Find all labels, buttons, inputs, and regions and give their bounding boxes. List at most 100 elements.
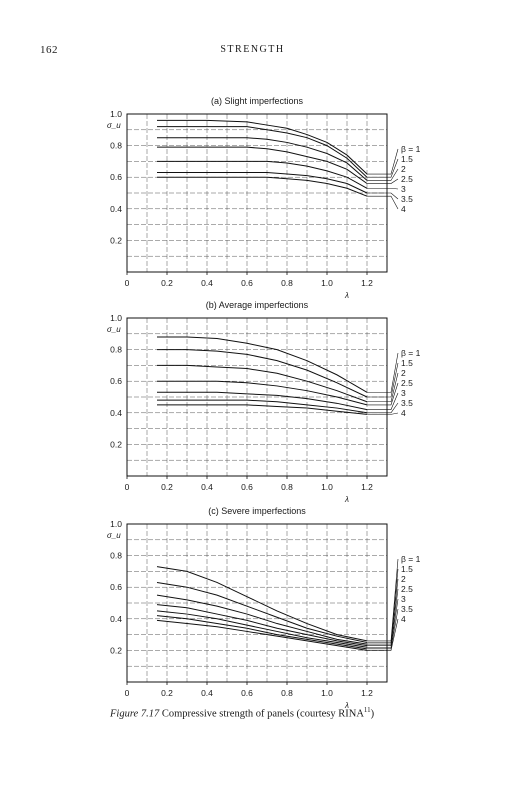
series-leader-line [367,618,399,651]
running-head: STRENGTH [220,44,285,55]
series-line [157,364,368,403]
x-tick-label: 0.8 [281,278,293,288]
y-tick-label: 0.8 [110,141,122,151]
chart-panel-b: (b) Average imperfections 0 0.2 0.4 0.6 0.8 1.… [95,296,425,504]
y-tick-label: 0.2 [110,439,122,449]
series-line [157,404,368,415]
x-tick-label: 0.6 [241,482,253,492]
series-leader-line [367,392,399,410]
series-leader-line [367,362,399,398]
legend-label: 2 [401,164,406,174]
plot-frame [126,523,388,683]
legend-label: 2 [401,574,406,584]
y-tick-label: 1.0 [110,313,122,323]
series-line [157,176,368,197]
legend-label: 3.5 [401,398,413,408]
caption-superscript: 11 [363,706,371,714]
x-tick-label: 0 [125,278,130,288]
x-tick-label: 0.8 [281,688,293,698]
series-line [157,349,368,398]
series-line [156,615,368,650]
legend-label: 3.5 [401,194,413,204]
series-line [157,137,368,181]
x-axis-label: λ [344,291,349,300]
series-leader-line [367,412,399,415]
series-leader-line [367,192,399,200]
series-leader-line [367,187,399,190]
series-leader-line [367,382,399,406]
chart-panel-c: (c) Severe imperfections 0 0.2 0.4 0.6 0.8 1.0… [95,502,425,710]
y-tick-label: 0.6 [110,172,122,182]
series-line [156,619,368,651]
caption-close: ) [370,708,375,720]
series-line [157,160,368,189]
series-leader-line [367,148,399,175]
x-tick-label: 0.8 [281,482,293,492]
legend-label: β = 1 [401,144,421,154]
y-tick-label: 0.6 [110,582,122,592]
chart-title: (b) Average imperfections [206,300,309,310]
chart-title: (a) Slight imperfections [211,96,304,106]
series-leader-line [367,402,399,414]
grid [127,524,387,682]
y-tick-label: 0.8 [110,345,122,355]
chart-panel-a: (a) Slight imperfections 0 0.2 0.4 0.6 0.8 1.0… [95,92,425,300]
x-tick-label: 0.4 [201,278,213,288]
series-line [157,336,368,393]
series-line [157,126,368,178]
x-tick-label: 1.0 [321,278,333,288]
y-tick-label: 1.0 [110,519,122,529]
y-tick-label: 0.8 [110,551,122,561]
y-tick-label: 1.0 [110,109,122,119]
x-tick-label: 0.2 [161,688,173,698]
caption-label: Figure 7.17 [110,708,160,720]
x-tick-label: 1.2 [361,278,373,288]
series-line [157,146,368,184]
y-tick-label: 0.4 [110,614,122,624]
figure-caption: Figure 7.17 Compressive strength of pane… [110,706,374,720]
series-line [156,594,368,645]
legend-label: 3 [401,184,406,194]
y-tick-label: 0.2 [110,235,122,245]
x-tick-label: 0 [125,688,130,698]
legend-label: 3 [401,594,406,604]
x-tick-label: 0.2 [161,278,173,288]
x-axis-label: λ [344,701,349,710]
x-tick-label: 0.6 [241,278,253,288]
series-leader-line [367,158,399,178]
legend-label: 4 [401,614,406,624]
series-line [157,399,368,414]
y-tick-label: 0.6 [110,376,122,386]
grid [127,318,387,476]
y-tick-label: 0.4 [110,408,122,418]
series-leader-line [367,372,399,403]
page-number: 162 [40,44,58,56]
chart-b: (b) Average imperfections 0 0.2 0.4 0.6 0.8 1.… [107,300,421,504]
series-line [156,581,368,643]
legend-label: β = 1 [401,348,421,358]
x-axis-label: λ [344,495,349,504]
x-tick-label: 1.0 [321,688,333,698]
y-tick-label: 0.4 [110,204,122,214]
legend-label: 2.5 [401,174,413,184]
chart-title: (c) Severe imperfections [208,506,306,516]
legend-label: 2.5 [401,584,413,594]
chart-a: (a) Slight imperfections 0 0.2 0.4 0.6 0.8 1.0… [107,96,421,300]
x-tick-label: 0.4 [201,688,213,698]
series-leader-line [367,352,399,393]
y-axis-label: σ_u [107,121,121,130]
x-tick-label: 1.2 [361,482,373,492]
series-leader-line [367,195,399,210]
series-leader-line [367,178,399,184]
chart-c: (c) Severe imperfections 0 0.2 0.4 0.6 0.8 1.0… [107,506,421,710]
caption-text: Compressive strength of panels (courtesy… [161,708,364,720]
legend-label: 2.5 [401,378,413,388]
series-line [157,119,368,175]
legend-label: 3 [401,388,406,398]
series-leader-line [367,608,399,650]
x-tick-label: 1.0 [321,482,333,492]
series-line [157,380,368,406]
x-tick-label: 0.4 [201,482,213,492]
series-line [156,604,368,647]
legend-label: 4 [401,204,406,214]
